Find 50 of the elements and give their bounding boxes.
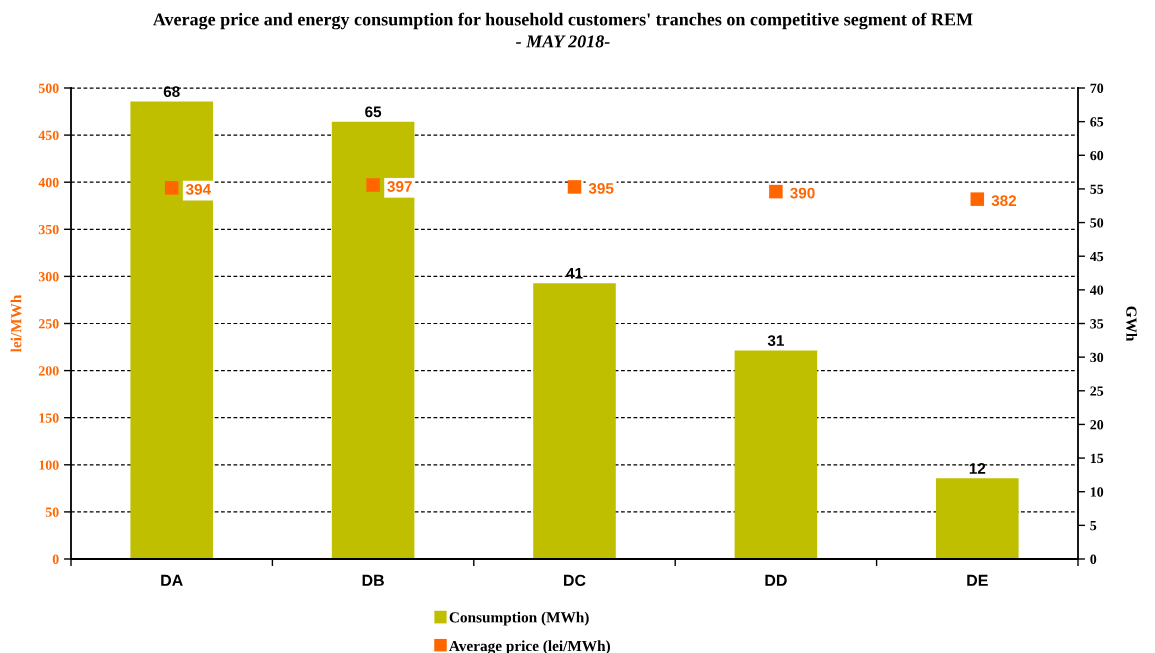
data-label: 394: [185, 183, 211, 195]
data-label: 395: [588, 182, 614, 194]
data-label: 382: [991, 195, 1017, 207]
y2-tick-label: 55: [1090, 184, 1104, 194]
x-tick-label: DE: [967, 574, 988, 586]
y2-tick-label: 40: [1090, 285, 1104, 295]
y-tick-label: 200: [38, 366, 59, 376]
bar: [533, 283, 616, 559]
y2-tick-label: 0: [1090, 554, 1097, 564]
y2-axis-title: GWh: [1126, 306, 1138, 342]
y2-tick-label: 10: [1090, 487, 1104, 497]
y-tick-label: 0: [52, 554, 59, 564]
y2-tick-label: 30: [1090, 352, 1104, 363]
y2-tick-label: 45: [1090, 251, 1104, 262]
data-label: 31: [767, 335, 784, 347]
data-label: 65: [365, 106, 382, 118]
x-tick-label: DC: [564, 574, 586, 587]
y-tick-label: 400: [38, 177, 59, 188]
y-tick-label: 350: [38, 224, 59, 235]
y2-tick-label: 50: [1090, 218, 1104, 228]
x-tick-label: DB: [362, 574, 384, 586]
legend-label: Consumption (MWh): [449, 611, 589, 626]
data-label: 390: [790, 187, 815, 199]
y2-tick-label: 25: [1090, 386, 1104, 396]
y2-tick-label: 35: [1090, 319, 1104, 329]
y-tick-label: 100: [39, 460, 59, 470]
data-label: 68: [163, 86, 180, 98]
chart-title: Average price and energy consumption for household customers' tranches on competitive segment of REM: [152, 12, 973, 30]
y-tick-label: 500: [38, 83, 59, 93]
y2-tick-label: 65: [1090, 117, 1104, 127]
chart-subtitle: - MAY 2018-: [516, 35, 610, 48]
y-tick-label: 300: [38, 271, 59, 282]
y2-tick-label: 5: [1090, 521, 1097, 531]
y-tick-label: 150: [39, 413, 59, 423]
bar: [734, 350, 818, 559]
data-label: 12: [969, 463, 986, 474]
bar: [936, 478, 1019, 559]
y-tick-label: 450: [38, 130, 59, 141]
y2-tick-label: 15: [1090, 453, 1104, 464]
bar: [130, 101, 213, 559]
y-axis-title: lei/MWh: [10, 294, 22, 353]
x-tick-label: DD: [765, 574, 787, 586]
data-label: 397: [387, 181, 412, 192]
x-tick-label: DA: [161, 574, 183, 586]
y-tick-label: 50: [45, 507, 59, 517]
y-tick-label: 250: [38, 319, 59, 329]
y2-tick-label: 20: [1090, 420, 1104, 430]
bar: [331, 121, 415, 559]
y2-tick-label: 70: [1090, 83, 1104, 93]
y2-tick-label: 60: [1090, 150, 1104, 161]
